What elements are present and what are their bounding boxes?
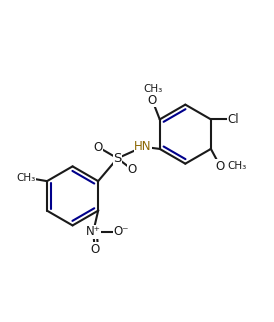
Text: CH₃: CH₃ [16, 173, 36, 183]
Text: O: O [148, 94, 157, 107]
Text: CH₃: CH₃ [227, 161, 247, 171]
Text: O: O [93, 140, 103, 154]
Text: O: O [128, 163, 137, 176]
Text: CH₃: CH₃ [143, 84, 162, 94]
Text: O: O [216, 160, 225, 173]
Text: S: S [113, 152, 122, 165]
Text: O: O [90, 242, 99, 256]
Text: HN: HN [134, 140, 152, 153]
Text: N⁺: N⁺ [86, 225, 101, 238]
Text: O⁻: O⁻ [113, 225, 129, 238]
Text: Cl: Cl [227, 113, 239, 126]
